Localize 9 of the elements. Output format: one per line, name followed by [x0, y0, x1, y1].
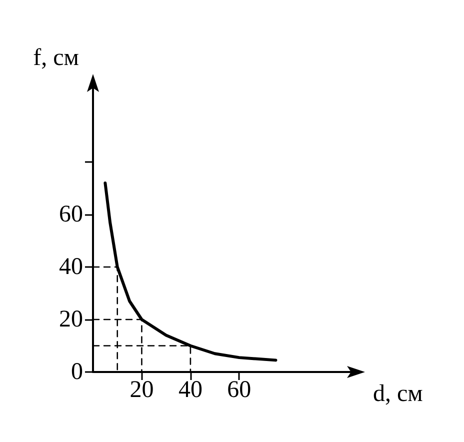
- y-tick-label: 40: [59, 254, 83, 280]
- x-axis-title: d, см: [373, 381, 423, 407]
- x-tick-label: 60: [227, 377, 252, 403]
- x-tick-label: 20: [130, 377, 154, 403]
- y-tick-label: 20: [59, 306, 83, 332]
- x-tick-label: 40: [178, 377, 202, 403]
- y-tick-label: 0: [71, 359, 83, 385]
- y-tick-label: 60: [59, 202, 83, 228]
- y-axis-title: f, см: [33, 45, 79, 71]
